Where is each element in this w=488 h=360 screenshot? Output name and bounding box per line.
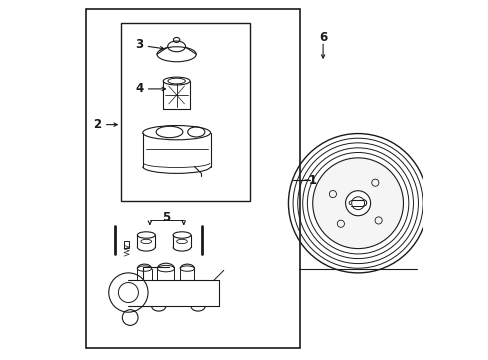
Text: 4: 4 [135, 82, 143, 95]
Text: –1: –1 [303, 174, 317, 186]
Bar [124, 242, 129, 248]
Text: 6: 6 [318, 31, 326, 44]
Circle shape [312, 158, 403, 249]
Text: 3: 3 [135, 38, 143, 51]
Text: 5: 5 [162, 211, 170, 224]
Circle shape [345, 191, 370, 216]
Bar [85, 9, 299, 348]
Text: 2: 2 [93, 118, 101, 131]
Ellipse shape [142, 126, 210, 140]
Bar [121, 23, 249, 202]
